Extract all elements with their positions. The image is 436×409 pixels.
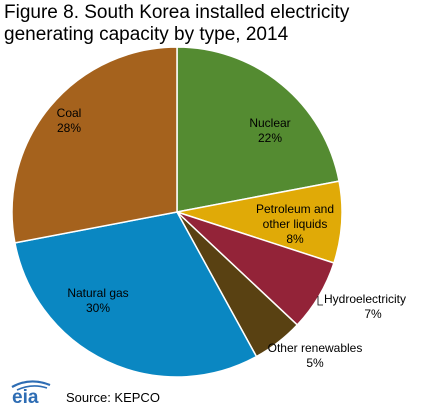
eia-logo-text: eia — [12, 387, 39, 406]
slice-label-natural-gas: Natural gas 30% — [67, 286, 128, 315]
pie-slice-coal — [11, 46, 178, 244]
pie-slice-natural-gas — [14, 211, 258, 378]
slice-label-other-renewables: Other renewables 5% — [268, 341, 363, 370]
pie-slice-nuclear — [176, 46, 340, 213]
slice-label-hydroelectricity: Hydroelectricity 7% — [324, 292, 406, 321]
slice-label-coal: Coal 28% — [57, 106, 82, 135]
source-note: Source: KEPCO — [66, 390, 160, 405]
slice-label-nuclear: Nuclear 22% — [249, 116, 290, 145]
pie-labels: Nuclear 22% Petroleum and other liquids 8% Hy… — [57, 106, 406, 370]
eia-logo-icon: eia — [11, 380, 51, 406]
hydro-leader-line — [317, 296, 323, 306]
slice-label-petroleum-and-other-liquids: Petroleum and other liquids 8% — [256, 202, 334, 246]
pie-chart: Nuclear 22% Petroleum and other liquids 8% Hy… — [11, 46, 406, 378]
pie-slices — [11, 46, 343, 378]
chart-title: Figure 8. South Korea installed electric… — [4, 2, 350, 45]
